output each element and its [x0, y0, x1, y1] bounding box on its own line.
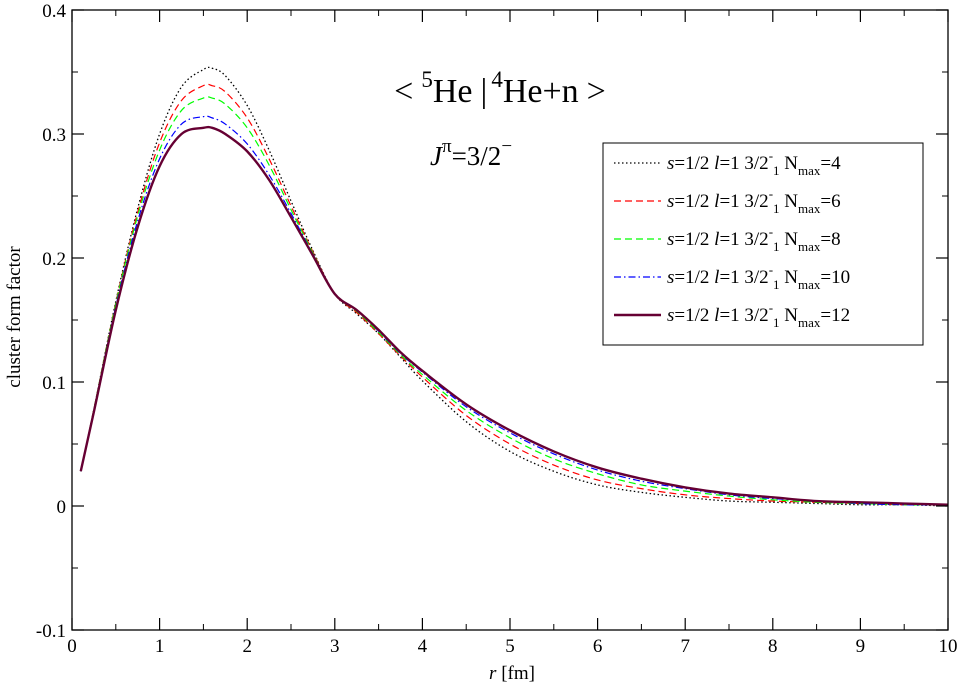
x-tick-label: 7: [680, 636, 690, 657]
y-tick-label: 0.2: [42, 249, 66, 270]
legend-label-part: -: [769, 148, 773, 163]
title-mass-5: 5: [421, 67, 433, 92]
legend-label-part: s: [667, 153, 674, 174]
legend-label-part: s: [667, 305, 674, 326]
x-tick-label: 5: [505, 636, 515, 657]
chart-title: <5He | 4He+n >: [394, 67, 606, 110]
x-tick-label: 9: [856, 636, 866, 657]
legend-label-part: -: [769, 224, 773, 239]
chart-subtitle: Jπ=3/2−: [430, 136, 512, 171]
legend-label: s=1/2 l=1 3/2-1 Nmax=10: [667, 262, 850, 292]
x-tick-label: 2: [242, 636, 252, 657]
subtitle-pi: π: [442, 136, 452, 157]
y-tick-label: 0.1: [42, 373, 66, 394]
x-tick-label: 0: [67, 636, 77, 657]
legend-label-part: max: [798, 315, 821, 330]
legend-label-part: =1 3/2: [719, 191, 768, 212]
subtitle-value: =3/2: [452, 141, 502, 171]
legend-label: s=1/2 l=1 3/2-1 Nmax=4: [667, 148, 841, 178]
y-tick-label: 0.4: [42, 1, 66, 22]
legend: s=1/2 l=1 3/2-1 Nmax=4s=1/2 l=1 3/2-1 Nm…: [602, 142, 924, 346]
legend-label-part: =1 3/2: [719, 153, 768, 174]
y-axis-label: cluster form factor: [4, 246, 25, 388]
subtitle-j: J: [430, 141, 444, 171]
title-cluster: He+n: [503, 73, 579, 110]
legend-label-part: 1: [773, 201, 780, 216]
legend-label-part: N: [780, 191, 799, 212]
legend-label-part: =1 3/2: [719, 267, 768, 288]
legend-label-part: =1 3/2: [719, 305, 768, 326]
legend-label-part: 1: [773, 163, 780, 178]
y-tick-label: 0.3: [42, 125, 66, 146]
y-tick-label: 0: [57, 497, 67, 518]
legend-label-part: =1/2: [674, 191, 714, 212]
legend-label-part: 1: [773, 277, 780, 292]
legend-label-part: 1: [773, 315, 780, 330]
legend-label-part: =1/2: [674, 153, 714, 174]
legend-label-part: =12: [820, 305, 850, 326]
legend-label-part: l: [714, 229, 719, 250]
x-tick-label: 3: [330, 636, 340, 657]
x-tick-label: 8: [768, 636, 778, 657]
x-tick-label: 6: [593, 636, 603, 657]
series-line-nmax6: [80, 83, 949, 506]
series-line-nmax4: [80, 66, 949, 507]
legend-label: s=1/2 l=1 3/2-1 Nmax=8: [667, 224, 841, 254]
legend-label-part: -: [769, 262, 773, 277]
legend-label-part: l: [714, 191, 719, 212]
legend-label-part: max: [798, 201, 821, 216]
legend-label-part: l: [714, 153, 719, 174]
legend-label-part: N: [780, 153, 799, 174]
legend-label-part: max: [798, 163, 821, 178]
series-line-nmax12: [79, 125, 949, 506]
legend-label-part: =1 3/2: [719, 229, 768, 250]
legend-label-part: =10: [820, 267, 850, 288]
x-tick-label: 10: [939, 636, 958, 657]
legend-label-part: N: [780, 267, 799, 288]
legend-label-part: -: [769, 300, 773, 315]
legend-label-part: =4: [820, 153, 841, 174]
x-axis-label: r [fm]: [489, 663, 535, 684]
legend-label-part: =1/2: [674, 305, 714, 326]
series-layer: [79, 66, 949, 507]
title-close-bracket: >: [587, 73, 606, 110]
x-tick-label: 1: [155, 636, 165, 657]
legend-label-part: s: [667, 229, 674, 250]
y-tick-label: -0.1: [36, 621, 66, 642]
legend-label-part: =6: [820, 191, 840, 212]
x-axis-label-unit: [fm]: [496, 663, 535, 684]
legend-label-part: s: [667, 267, 674, 288]
legend-box: [602, 142, 924, 346]
x-axis-label-variable: r: [489, 663, 497, 684]
subtitle-parity: −: [501, 136, 512, 157]
legend-label: s=1/2 l=1 3/2-1 Nmax=12: [667, 300, 850, 330]
legend-label-part: l: [714, 305, 719, 326]
legend-label-part: s: [667, 191, 674, 212]
title-nucleus-he5: He: [433, 73, 473, 110]
title-open-bracket: <: [394, 73, 413, 110]
legend-label-part: =1/2: [674, 229, 714, 250]
legend-label-part: =1/2: [674, 267, 714, 288]
x-tick-label: 4: [418, 636, 428, 657]
legend-label-part: -: [769, 186, 773, 201]
legend-label-part: N: [780, 305, 799, 326]
title-separator: |: [481, 73, 488, 110]
legend-label-part: N: [780, 229, 799, 250]
title-mass-4: 4: [491, 67, 503, 92]
legend-label-part: max: [798, 277, 821, 292]
legend-label-part: =8: [820, 229, 840, 250]
legend-label-part: max: [798, 239, 821, 254]
legend-label-part: l: [714, 267, 719, 288]
series-line-nmax10: [80, 115, 949, 506]
legend-label-part: 1: [773, 239, 780, 254]
legend-label: s=1/2 l=1 3/2-1 Nmax=6: [667, 186, 841, 216]
axis-ticks: 0 1 2 3 4 5 6 7 8 9 10-0.100.10.20.30.4: [36, 1, 958, 657]
